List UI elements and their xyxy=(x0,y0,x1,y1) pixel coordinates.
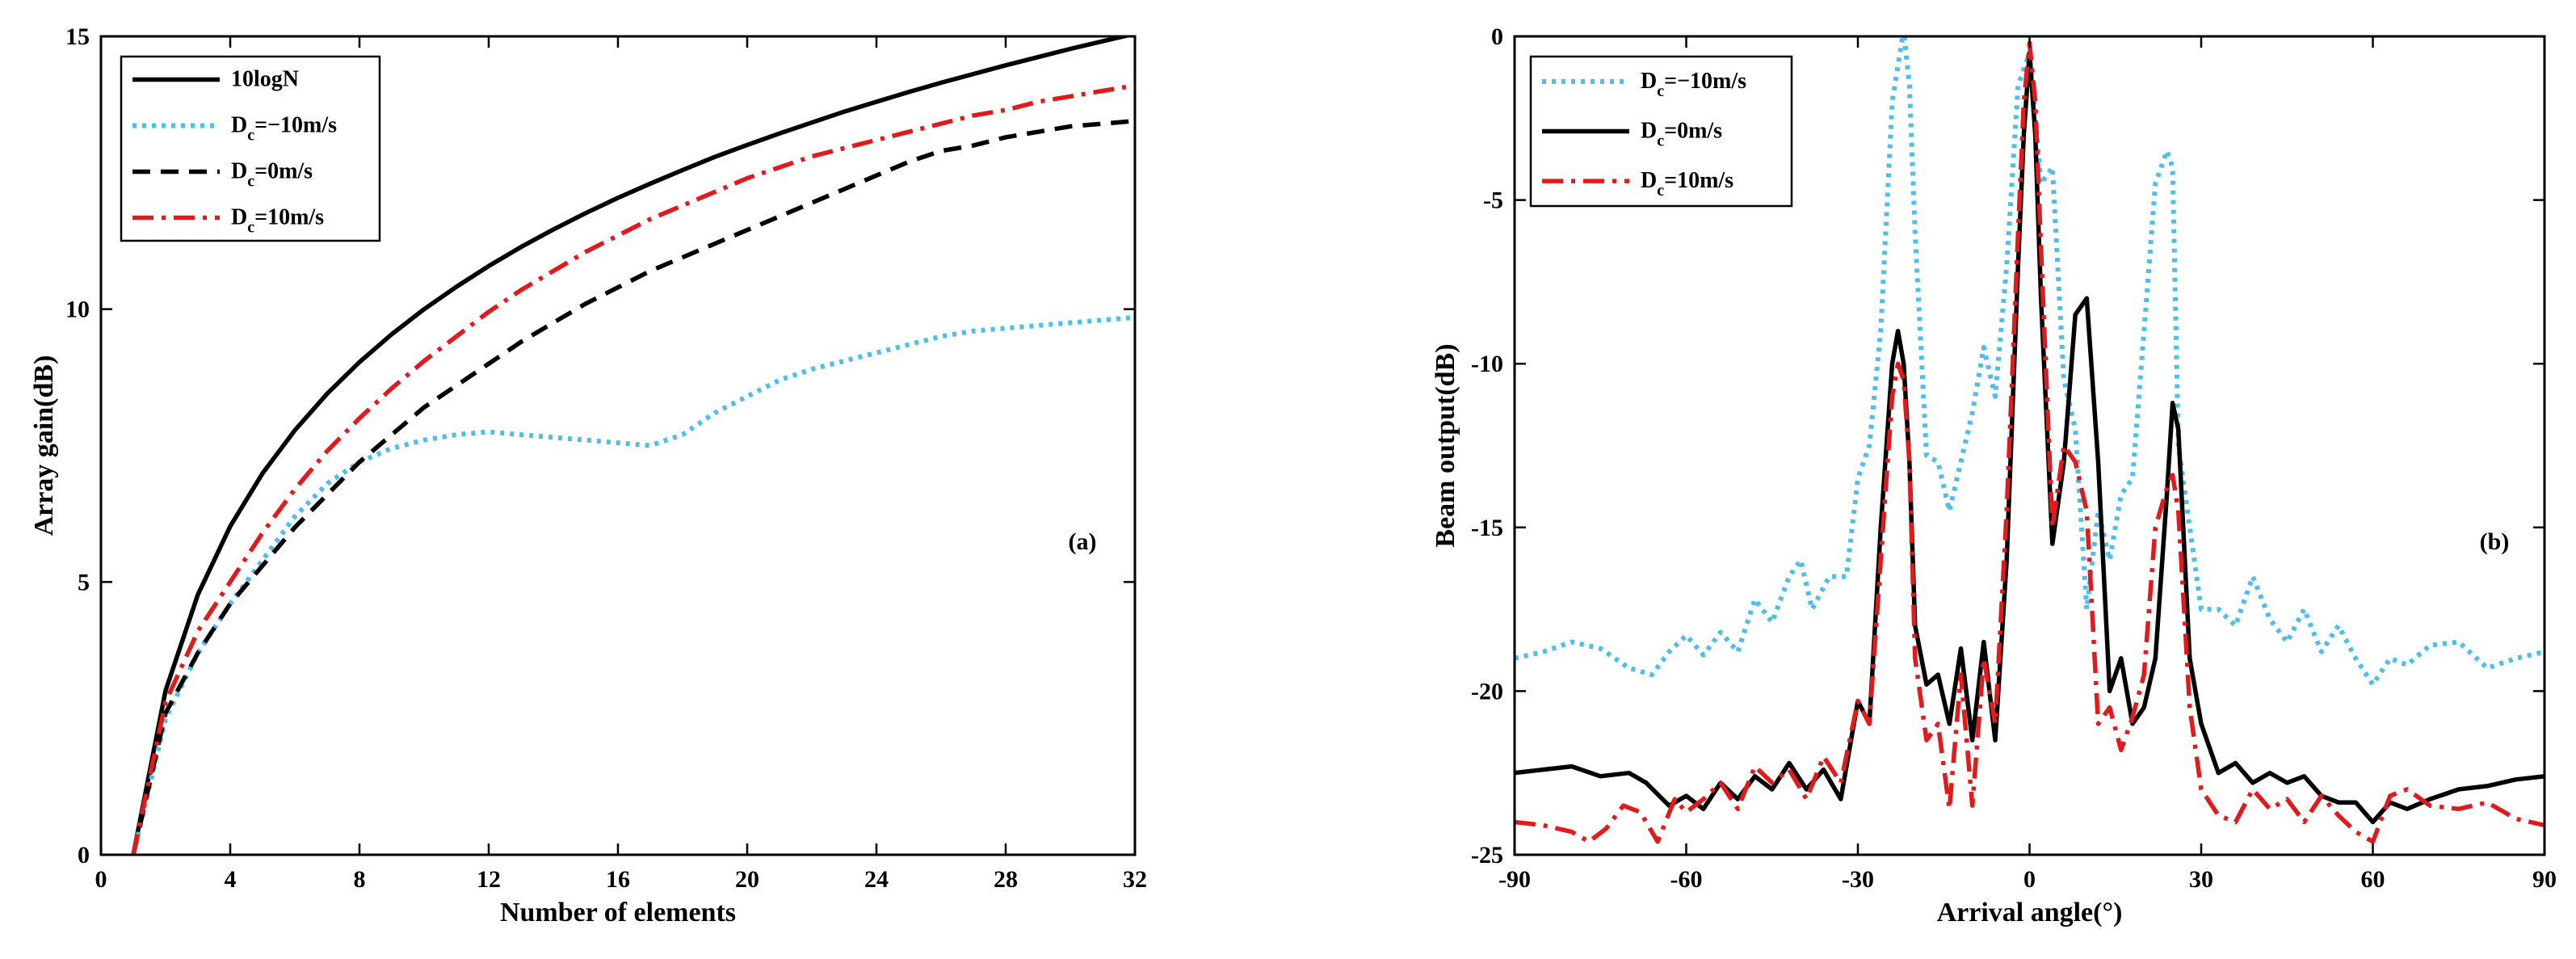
legend-entry-subscript: c xyxy=(247,173,254,191)
x-tick-label: 0 xyxy=(2023,866,2036,893)
y-tick-label: -20 xyxy=(1471,678,1503,705)
legend-entry-2: Dc=10m/s xyxy=(1641,168,1733,200)
y-tick-label: 0 xyxy=(78,842,90,869)
x-axis-label: Number of elements xyxy=(500,898,736,927)
legend-entry-main: D xyxy=(231,159,247,184)
y-tick-label: -25 xyxy=(1471,842,1503,869)
legend-entry-subscript: c xyxy=(1657,132,1664,150)
x-tick-label: -90 xyxy=(1498,866,1531,893)
y-tick-label: 15 xyxy=(65,23,90,50)
chart-panel-b: -90 -60 -30 0 30 60 90 -25 -20 -15 -10 -5 0 Arrival a… xyxy=(1431,23,2557,927)
x-tick-label: 30 xyxy=(2189,866,2213,893)
legend-entry-3: Dc=10m/s xyxy=(231,205,324,237)
series-line-3 xyxy=(131,83,1135,855)
chart-panel-a: 0 4 8 12 16 20 24 28 32 0 5 10 15 Number of elements A… xyxy=(29,23,1147,927)
y-axis-label: Array gain(dB) xyxy=(29,355,59,536)
panel-label: (a) xyxy=(1069,528,1097,555)
x-tick-label: 24 xyxy=(864,866,889,893)
x-tick-label: 32 xyxy=(1123,866,1147,893)
x-tick-label: 4 xyxy=(225,866,237,893)
legend-entry-rest: =−10m/s xyxy=(1664,69,1746,94)
legend-entry-0: Dc=−10m/s xyxy=(1641,69,1746,100)
x-tick-label: 28 xyxy=(994,866,1018,893)
x-tick-label: 16 xyxy=(606,866,630,893)
series-line-1 xyxy=(131,314,1135,855)
x-tick-label: 0 xyxy=(95,866,107,893)
legend-entry-rest: =10m/s xyxy=(1664,168,1733,193)
legend-entry-2: Dc=0m/s xyxy=(231,159,313,191)
x-tick-label: -30 xyxy=(1842,866,1874,893)
x-axis-label: Arrival angle(°) xyxy=(1937,898,2123,927)
x-tick-label: 12 xyxy=(477,866,501,893)
x-tick-label: -60 xyxy=(1670,866,1703,893)
y-tick-label: 5 xyxy=(78,569,90,595)
y-tick-label: -15 xyxy=(1471,515,1503,541)
legend: Dc=−10m/sDc=0m/sDc=10m/s xyxy=(1529,55,1793,208)
y-tick-label: -5 xyxy=(1483,187,1503,214)
legend-entry-rest: =0m/s xyxy=(1664,119,1722,144)
y-tick-label: 10 xyxy=(65,297,90,323)
legend-entry-0: 10logN xyxy=(231,67,299,92)
legend-entry-subscript: c xyxy=(1657,182,1664,200)
y-axis-label: Beam output(dB) xyxy=(1431,343,1460,547)
y-tick-label: 0 xyxy=(1491,23,1503,50)
legend-entry-subscript: c xyxy=(247,219,254,237)
legend-entry-subscript: c xyxy=(1657,82,1664,100)
x-tick-label: 60 xyxy=(2361,866,2385,893)
legend-entry-main: D xyxy=(1641,69,1657,94)
panel-label: (b) xyxy=(2480,528,2510,555)
x-tick-label: 90 xyxy=(2532,866,2557,893)
series-line-2 xyxy=(1515,40,2544,844)
series-line-0 xyxy=(1515,36,2544,688)
legend-box xyxy=(120,55,381,242)
y-tick-label: -10 xyxy=(1471,351,1503,377)
legend-entry-main: D xyxy=(231,205,247,230)
legend-entry-main: D xyxy=(1641,168,1657,193)
legend-entry-rest: =0m/s xyxy=(254,159,313,184)
legend-entry-rest: =10m/s xyxy=(254,205,324,230)
legend-entry-main: D xyxy=(1641,119,1657,144)
series-line-2 xyxy=(131,118,1135,855)
legend-entry-subscript: c xyxy=(247,127,254,145)
series-line-0 xyxy=(131,36,1133,855)
x-tick-label: 8 xyxy=(354,866,366,893)
legend-entry-rest: =−10m/s xyxy=(254,113,337,138)
series-line-1 xyxy=(1515,50,2544,825)
legend-entry-main: D xyxy=(231,113,247,138)
legend-entry-1: Dc=−10m/s xyxy=(231,113,337,145)
legend-entry-1: Dc=0m/s xyxy=(1641,119,1722,150)
x-tick-label: 20 xyxy=(735,866,759,893)
legend-entry-main: 10logN xyxy=(231,67,299,92)
